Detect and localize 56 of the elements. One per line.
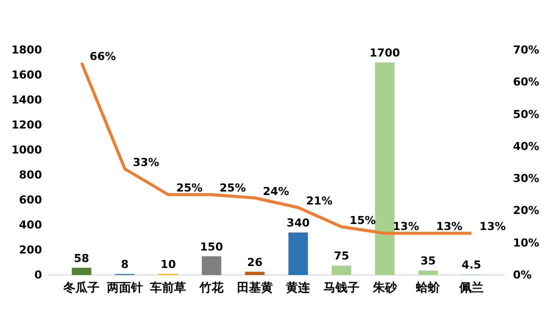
y-tick-label: 200 bbox=[19, 244, 42, 257]
bar bbox=[418, 270, 438, 275]
bar bbox=[202, 256, 222, 275]
x-tick-label: 竹花 bbox=[198, 280, 225, 295]
data-label: 150 bbox=[200, 240, 224, 254]
y-tick-label: 1400 bbox=[11, 94, 42, 107]
data-label: 13% bbox=[392, 220, 420, 234]
line-series bbox=[80, 61, 473, 235]
data-label: 4.5 bbox=[462, 258, 482, 272]
data-label: 15% bbox=[349, 214, 376, 227]
x-tick-label: 蛤蚧 bbox=[415, 280, 442, 295]
data-label: 75 bbox=[334, 250, 350, 263]
data-label: 13% bbox=[436, 220, 462, 234]
data-label: 26 bbox=[247, 256, 263, 269]
data-label: 21% bbox=[306, 194, 333, 208]
x-tick-label: 佩兰 bbox=[458, 280, 484, 295]
data-label: 10 bbox=[160, 258, 176, 271]
y-tick-label: 800 bbox=[19, 168, 42, 182]
y-tick-label: 0 bbox=[34, 268, 42, 282]
data-label: 66% bbox=[90, 50, 116, 63]
y2-tick-label: 70% bbox=[513, 44, 540, 57]
y-tick-label: 1000 bbox=[11, 144, 42, 157]
data-label: 1700 bbox=[369, 46, 400, 60]
x-tick-label: 朱砂 bbox=[372, 280, 398, 295]
x-tick-label: 两面针 bbox=[106, 280, 143, 295]
x-tick-label: 冬瓜子 bbox=[62, 280, 100, 295]
y-tick-label: 600 bbox=[19, 194, 42, 207]
y2-tick-label: 10% bbox=[513, 236, 540, 250]
y-tick-label: 1200 bbox=[11, 118, 42, 132]
bar bbox=[375, 62, 395, 275]
y2-tick-label: 40% bbox=[513, 140, 540, 153]
x-tick-label: 马钱子 bbox=[323, 280, 360, 295]
bar bbox=[72, 268, 92, 275]
data-label: 8 bbox=[121, 258, 129, 271]
bar bbox=[332, 266, 352, 275]
data-label: 33% bbox=[132, 156, 160, 169]
y-tick-label: 1600 bbox=[11, 68, 42, 82]
x-tick-label: 黄连 bbox=[285, 280, 312, 295]
data-label: 58 bbox=[74, 252, 90, 265]
x-tick-label: 车前草 bbox=[149, 280, 186, 295]
data-label: 25% bbox=[220, 182, 246, 195]
data-label: 340 bbox=[286, 216, 310, 230]
data-label: 13% bbox=[479, 220, 506, 234]
y2-tick-label: 60% bbox=[513, 76, 540, 89]
x-tick-label: 田基黄 bbox=[236, 280, 273, 295]
y2-tick-label: 30% bbox=[513, 172, 540, 186]
bar bbox=[245, 272, 265, 275]
y2-tick-label: 0% bbox=[513, 268, 532, 282]
data-label: 35 bbox=[420, 254, 436, 268]
data-label: 24% bbox=[262, 184, 290, 198]
y-tick-label: 1800 bbox=[11, 44, 42, 57]
y-tick-label: 400 bbox=[19, 218, 42, 232]
data-label: 25% bbox=[176, 182, 203, 195]
bar bbox=[288, 232, 308, 275]
y2-tick-label: 50% bbox=[513, 108, 540, 121]
y2-tick-label: 20% bbox=[513, 204, 540, 218]
